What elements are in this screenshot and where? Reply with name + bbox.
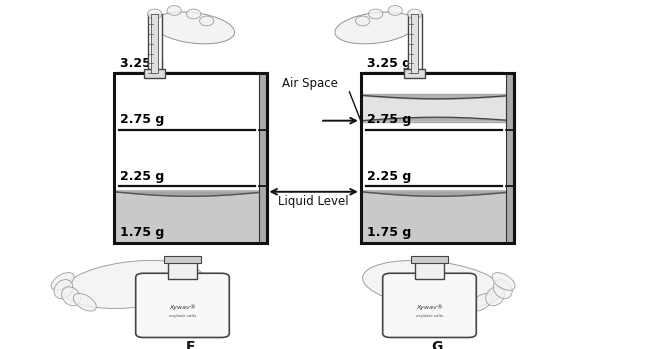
Ellipse shape xyxy=(73,294,96,311)
Bar xyxy=(415,260,444,279)
Ellipse shape xyxy=(200,16,214,26)
Text: 3.25 g: 3.25 g xyxy=(367,57,411,70)
Text: F: F xyxy=(185,340,195,349)
Bar xyxy=(114,73,266,243)
Ellipse shape xyxy=(64,260,203,309)
Ellipse shape xyxy=(62,287,81,306)
Bar xyxy=(404,69,426,77)
Bar xyxy=(168,260,197,279)
Text: 1.75 g: 1.75 g xyxy=(120,226,164,239)
Text: 3.25 g: 3.25 g xyxy=(120,57,164,70)
Text: Xywav®: Xywav® xyxy=(169,304,196,310)
Ellipse shape xyxy=(51,273,74,290)
FancyBboxPatch shape xyxy=(136,273,229,337)
Bar xyxy=(259,73,266,243)
Bar xyxy=(114,192,266,243)
Bar xyxy=(411,256,448,263)
Ellipse shape xyxy=(187,9,201,19)
Ellipse shape xyxy=(408,9,422,19)
Bar xyxy=(361,192,514,243)
Text: G: G xyxy=(432,340,443,349)
Bar xyxy=(361,73,514,243)
Ellipse shape xyxy=(148,9,162,19)
Ellipse shape xyxy=(356,16,370,26)
Ellipse shape xyxy=(492,273,515,290)
Text: 1.75 g: 1.75 g xyxy=(367,226,411,239)
Bar xyxy=(411,14,418,73)
Text: 2.25 g: 2.25 g xyxy=(367,170,411,183)
Text: 2.25 g: 2.25 g xyxy=(120,170,164,183)
Text: 2.75 g: 2.75 g xyxy=(120,113,164,126)
Ellipse shape xyxy=(153,12,235,44)
Ellipse shape xyxy=(470,294,493,311)
Ellipse shape xyxy=(54,280,73,299)
Ellipse shape xyxy=(486,287,504,306)
Bar xyxy=(164,256,201,263)
Text: Air Space: Air Space xyxy=(283,77,338,90)
Text: Liquid Level: Liquid Level xyxy=(278,195,349,208)
Bar xyxy=(506,73,514,243)
Bar xyxy=(408,14,422,73)
Bar xyxy=(361,95,514,121)
Ellipse shape xyxy=(369,9,383,19)
Bar xyxy=(151,14,158,73)
Ellipse shape xyxy=(363,260,502,309)
Ellipse shape xyxy=(493,280,512,299)
FancyBboxPatch shape xyxy=(383,273,476,337)
Text: Xywav®: Xywav® xyxy=(416,304,443,310)
Text: oxybate salts: oxybate salts xyxy=(169,314,196,318)
Bar xyxy=(144,69,165,77)
Bar xyxy=(148,14,162,73)
Text: oxybate salts: oxybate salts xyxy=(416,314,443,318)
Text: 2.75 g: 2.75 g xyxy=(367,113,411,126)
Ellipse shape xyxy=(335,12,417,44)
Polygon shape xyxy=(361,191,514,196)
Ellipse shape xyxy=(388,6,402,15)
Polygon shape xyxy=(114,191,266,196)
Ellipse shape xyxy=(167,6,181,15)
